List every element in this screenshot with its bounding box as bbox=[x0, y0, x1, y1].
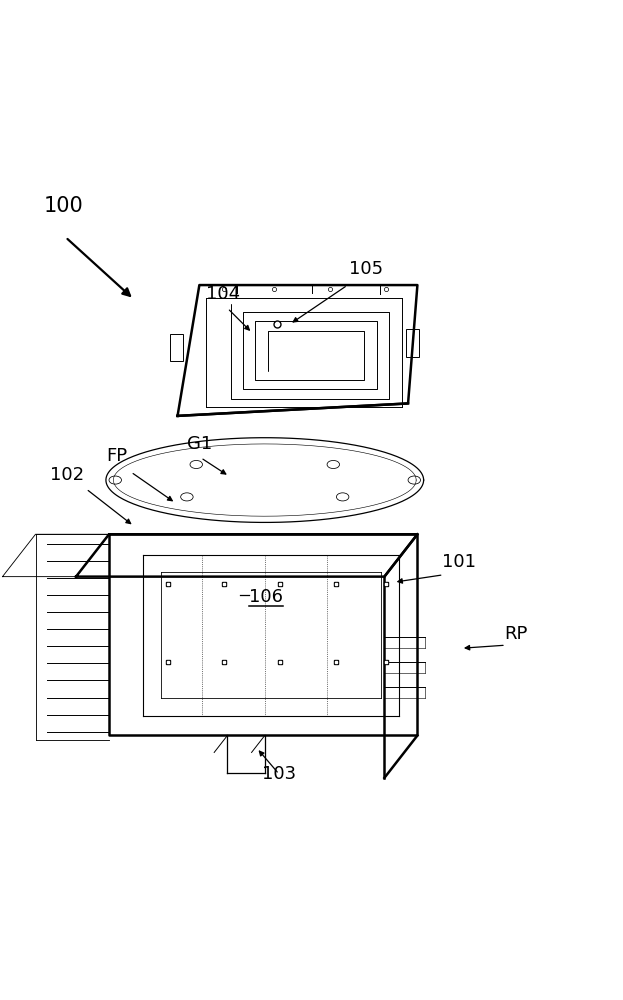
Text: 103: 103 bbox=[262, 765, 296, 783]
Text: 106: 106 bbox=[249, 588, 283, 606]
Text: 105: 105 bbox=[349, 260, 383, 278]
Text: 102: 102 bbox=[50, 466, 84, 484]
Text: 101: 101 bbox=[442, 553, 477, 571]
Bar bbox=[406, 329, 419, 357]
Bar bbox=[170, 334, 183, 361]
Text: 104: 104 bbox=[206, 285, 240, 303]
Text: FP: FP bbox=[106, 447, 127, 465]
Text: 100: 100 bbox=[44, 196, 83, 216]
Text: G1: G1 bbox=[187, 435, 212, 453]
Text: RP: RP bbox=[505, 625, 528, 643]
